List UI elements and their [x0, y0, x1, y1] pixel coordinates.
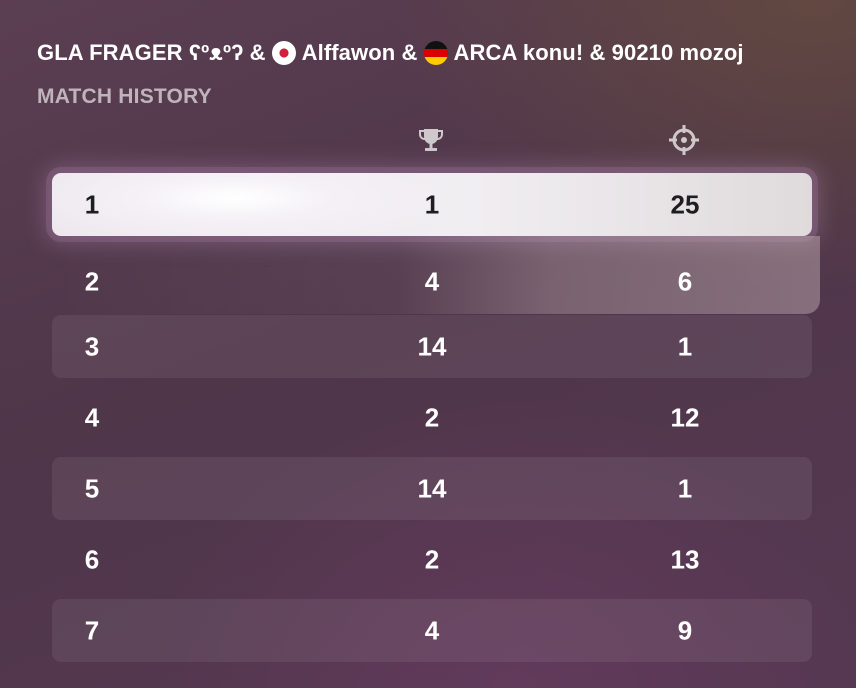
match-placement: 14: [417, 473, 447, 503]
match-kills: 6: [677, 266, 693, 297]
japan-flag-icon: [271, 41, 296, 65]
match-number: 7: [84, 615, 100, 645]
match-placement: 2: [424, 544, 440, 574]
match-kills: 9: [677, 615, 693, 645]
germany-flag-icon: [423, 41, 448, 65]
match-history-list: 1 1 25 2 4 6 3 14 1 4 2 12 5 14 1 6 2 13…: [52, 173, 820, 670]
match-row-6[interactable]: 6 2 13: [52, 528, 812, 591]
match-kills: 1: [677, 331, 693, 361]
match-history-heading: MATCH HISTORY: [37, 85, 212, 108]
match-placement: 1: [424, 189, 440, 219]
match-row-5[interactable]: 5 14 1: [52, 457, 812, 520]
match-kills: 13: [670, 544, 700, 574]
match-placement: 4: [424, 615, 440, 645]
match-number: 1: [84, 189, 100, 219]
team-title: GLA FRAGER ʕºᴥºʔ & Alffawon & ARCA konu!…: [37, 40, 744, 66]
crosshair-icon: [668, 124, 700, 156]
team-name-1: GLA FRAGER ʕºᴥºʔ &: [37, 40, 266, 65]
match-kills: 12: [670, 402, 700, 432]
match-row-3[interactable]: 3 14 1: [52, 315, 812, 378]
match-row-1[interactable]: 1 1 25: [52, 173, 812, 236]
match-row-4[interactable]: 4 2 12: [52, 386, 812, 449]
trophy-icon: [415, 124, 447, 156]
match-row-2[interactable]: 2 4 6: [52, 236, 820, 314]
match-number: 3: [84, 331, 100, 361]
match-number: 6: [84, 544, 100, 574]
match-number: 5: [84, 473, 100, 503]
team-name-2: Alffawon &: [301, 40, 418, 65]
match-row-7[interactable]: 7 4 9: [52, 599, 812, 662]
match-kills: 25: [670, 189, 700, 219]
match-placement: 2: [424, 402, 440, 432]
match-placement: 4: [424, 266, 440, 297]
team-name-3: ARCA konu! & 90210 mozoj: [453, 40, 744, 65]
match-placement: 14: [417, 331, 447, 361]
match-kills: 1: [677, 473, 693, 503]
match-number: 4: [84, 402, 100, 432]
match-number: 2: [84, 266, 100, 297]
